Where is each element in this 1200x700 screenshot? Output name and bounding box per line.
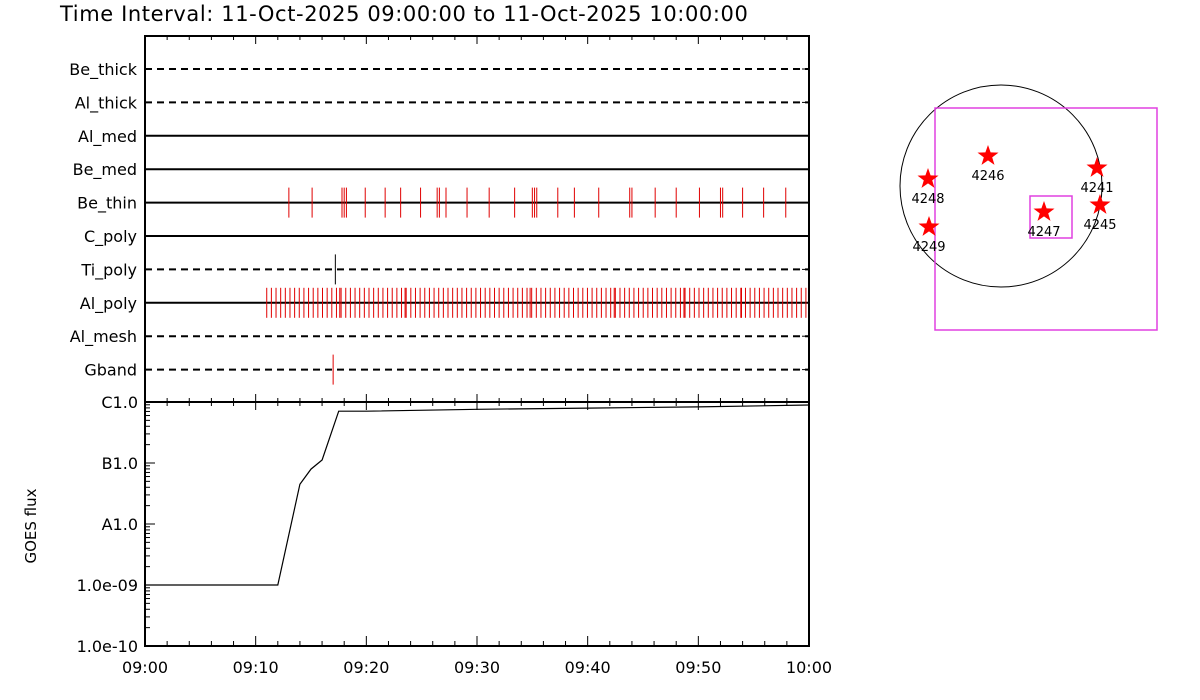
active-region-label: 4247 <box>1027 225 1060 240</box>
timeline-panel: Be_thick Al_thick Al_med Be_med Be_thin C_pol… <box>69 35 810 403</box>
x-tick-label: 09:00 <box>122 658 168 677</box>
channel-label: C_poly <box>84 227 137 247</box>
channel-label: Al_mesh <box>70 327 137 347</box>
active-region-label: 4248 <box>911 192 944 207</box>
goes-flux-line <box>145 404 810 586</box>
channel-label: Gband <box>84 361 137 380</box>
channel-label: Al_poly <box>80 294 137 314</box>
zoom-fov-box <box>1029 195 1073 239</box>
y-tick-label: B1.0 <box>102 454 138 473</box>
channel-label: Ti_poly <box>80 260 137 280</box>
y-tick-label: 1.0e-09 <box>77 576 138 595</box>
active-region-marker <box>1089 194 1111 214</box>
goes-frame <box>144 401 810 647</box>
channel-label: Al_med <box>78 127 137 147</box>
goes-flux-panel: C1.0 B1.0 A1.0 1.0e-09 1.0e-10 GOES flux <box>22 393 810 656</box>
solar-disk <box>899 84 1103 288</box>
active-region-marker <box>918 216 940 236</box>
plot-title: Time Interval: 11-Oct-2025 09:00:00 to 1… <box>60 2 749 26</box>
sun-map: 4246 4241 4248 4245 4247 4249 <box>899 84 1158 331</box>
y-tick-label: 1.0e-10 <box>77 637 138 656</box>
x-tick-label: 10:00 <box>786 658 832 677</box>
x-tick-label: 09:50 <box>675 658 721 677</box>
x-axis: 09:00 09:10 09:20 09:30 09:40 09:50 10:00 <box>122 36 832 677</box>
active-region-marker <box>977 145 999 165</box>
y-tick-label: C1.0 <box>101 393 138 412</box>
channel-label: Be_thin <box>77 194 137 214</box>
channel-label: Be_med <box>73 160 137 180</box>
y-tick-label: A1.0 <box>102 515 138 534</box>
active-region-label: 4249 <box>912 240 945 255</box>
field-of-view-box <box>934 107 1158 331</box>
x-tick-label: 09:10 <box>233 658 279 677</box>
timeline-frame <box>144 35 810 403</box>
active-region-marker <box>917 168 939 188</box>
active-region-marker <box>1033 201 1055 221</box>
active-region-label: 4241 <box>1080 181 1113 196</box>
channel-label: Al_thick <box>75 93 138 113</box>
y-axis-label: GOES flux <box>22 488 40 563</box>
x-tick-label: 09:40 <box>565 658 611 677</box>
x-tick-label: 09:20 <box>343 658 389 677</box>
active-region-label: 4245 <box>1083 218 1116 233</box>
channel-label: Be_thick <box>69 60 137 80</box>
active-region-marker <box>1086 157 1108 177</box>
active-region-label: 4246 <box>971 169 1004 184</box>
x-tick-label: 09:30 <box>454 658 500 677</box>
